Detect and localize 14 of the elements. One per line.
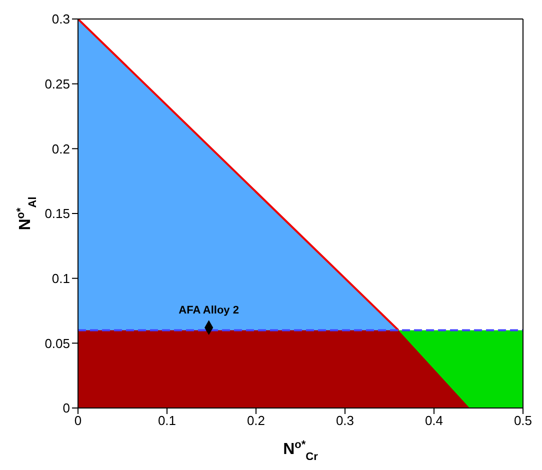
x-tick-label: 0.2 (246, 413, 266, 428)
x-tick-label: 0.4 (424, 413, 444, 428)
y-tick-label: 0 (62, 400, 70, 416)
x-tick-label: 0 (74, 413, 82, 428)
y-tick-label: 0.2 (52, 141, 70, 156)
y-tick-label: 0.15 (44, 206, 70, 222)
y-tick-label: 0.05 (44, 336, 70, 351)
x-tick-label: 0.5 (514, 413, 532, 428)
x-tick-label: 0.3 (336, 413, 354, 428)
x-tick-label: 0.1 (158, 413, 176, 428)
y-tick-label: 0.1 (52, 270, 70, 286)
y-tick-label: 0.25 (44, 76, 70, 92)
annotation: AFA Alloy 2 (178, 304, 239, 317)
y-tick-label: 0.3 (52, 12, 70, 27)
